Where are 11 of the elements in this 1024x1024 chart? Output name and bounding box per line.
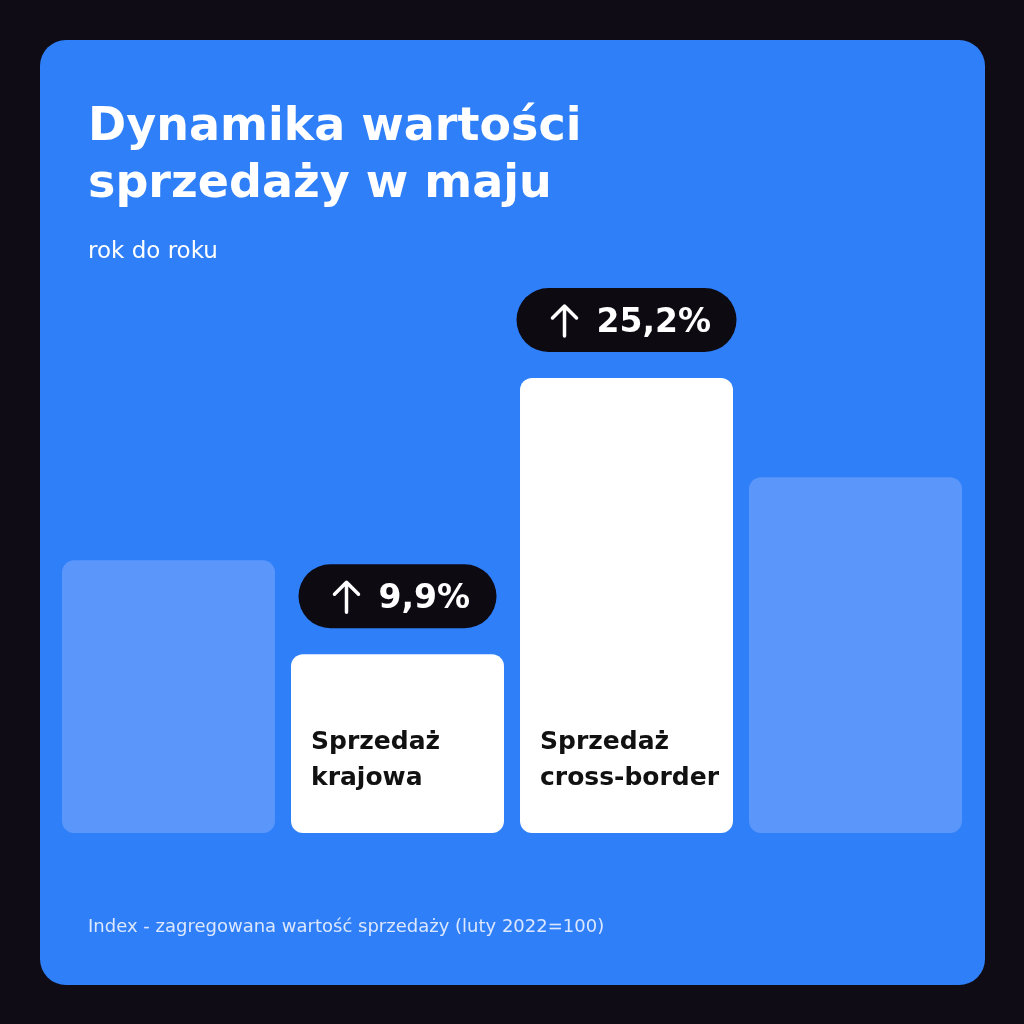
chart-subtitle: rok do roku	[88, 237, 218, 263]
data-label: 25,2%	[596, 301, 711, 340]
data-label: 9,9%	[378, 577, 471, 617]
bar	[291, 654, 504, 833]
x-tick-label: Sprzedaż krajowa	[311, 726, 441, 791]
bar	[520, 378, 733, 833]
text: Index - zagregowana wartość sprzedaży (luty 2022=100)	[88, 915, 605, 936]
bar	[62, 560, 275, 833]
bar	[749, 477, 962, 833]
chart-title: Dynamika wartości sprzedaży w maju	[88, 97, 582, 208]
x-tick-label: Sprzedaż cross-border	[540, 726, 720, 791]
